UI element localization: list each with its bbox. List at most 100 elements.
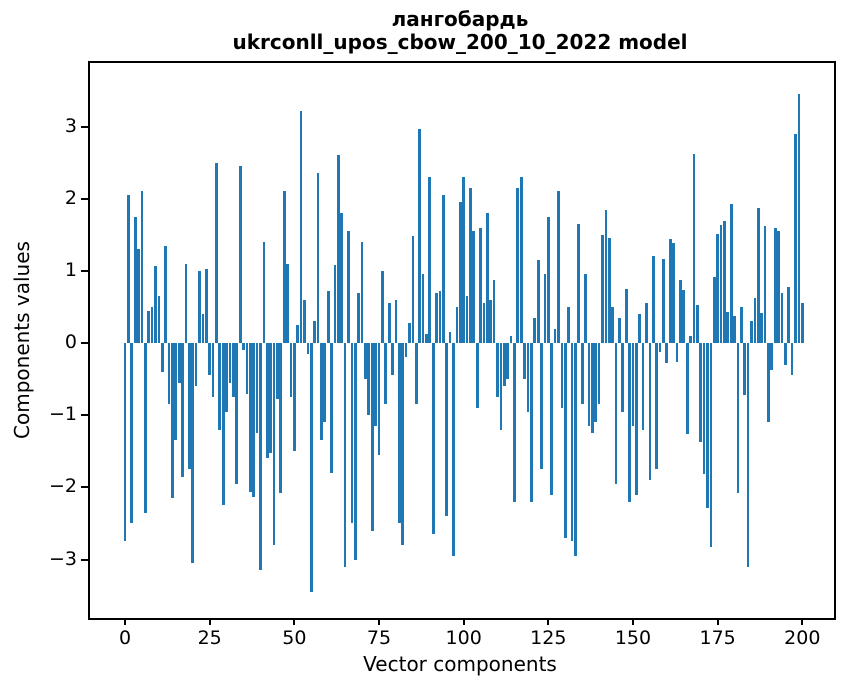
bar <box>648 343 652 481</box>
bar <box>614 343 618 484</box>
bar <box>482 303 486 344</box>
bar <box>448 332 452 343</box>
bar <box>624 288 628 344</box>
bar <box>215 162 218 344</box>
bar <box>574 343 577 556</box>
bar <box>621 343 625 412</box>
bar <box>797 94 801 344</box>
bar <box>164 245 167 344</box>
bar <box>662 259 665 344</box>
bar <box>750 321 753 343</box>
bar <box>777 231 780 344</box>
bar <box>533 317 537 344</box>
bar <box>516 187 520 343</box>
bar <box>597 343 601 405</box>
bar <box>519 177 523 343</box>
bar <box>292 343 296 452</box>
bar <box>682 289 686 344</box>
bar <box>706 343 709 509</box>
bar <box>723 221 726 344</box>
y-axis-label: Components values <box>10 241 34 439</box>
bar <box>469 187 472 343</box>
bar <box>201 314 205 344</box>
bar <box>584 274 587 344</box>
bar <box>712 277 716 344</box>
bar <box>438 291 442 343</box>
bar <box>607 238 611 344</box>
bar <box>526 343 530 412</box>
chart-title-line2: ukrconll_upos_cbow_200_10_2022 model <box>232 30 688 54</box>
bar <box>672 242 675 344</box>
bar <box>326 291 330 343</box>
bar <box>364 343 367 380</box>
bar <box>753 298 757 343</box>
y-tick-mark <box>81 269 88 272</box>
bar <box>157 296 161 344</box>
bar <box>800 303 804 344</box>
bar <box>343 343 347 567</box>
x-tick-mark <box>293 618 296 625</box>
bar <box>540 343 543 470</box>
bar <box>645 303 648 344</box>
bar <box>259 343 262 571</box>
bar <box>306 343 310 354</box>
x-tick-mark <box>377 618 380 625</box>
bar <box>350 343 354 524</box>
bar <box>255 343 259 434</box>
bar <box>160 343 164 372</box>
bar <box>252 343 256 497</box>
bar <box>685 343 689 434</box>
bar <box>695 304 699 344</box>
bar <box>784 343 787 365</box>
bar <box>509 335 513 343</box>
x-tick-label: 75 <box>366 627 392 649</box>
bar <box>425 334 428 344</box>
bar <box>496 343 499 398</box>
bar <box>269 343 272 454</box>
bar <box>590 343 594 434</box>
bar <box>150 306 154 344</box>
bar <box>272 343 276 546</box>
y-tick-label: 3 <box>64 114 77 137</box>
bar <box>130 343 134 524</box>
bar <box>387 303 391 344</box>
bar <box>499 343 503 430</box>
bar <box>580 343 584 405</box>
bar <box>604 209 608 344</box>
bar <box>756 208 760 344</box>
bar <box>208 343 212 376</box>
bar <box>455 306 459 344</box>
x-tick-mark <box>801 618 804 625</box>
bar <box>414 343 418 405</box>
bar <box>323 343 327 423</box>
bar <box>628 343 631 502</box>
bar <box>780 292 784 344</box>
y-tick-label: 0 <box>64 331 77 354</box>
y-tick-label: −3 <box>48 547 77 570</box>
bar <box>441 195 445 343</box>
bar <box>174 343 178 441</box>
bar <box>536 260 540 343</box>
x-tick-label: 125 <box>530 627 567 649</box>
bar <box>773 227 777 344</box>
bar <box>486 213 489 344</box>
x-tick-mark <box>631 618 634 625</box>
x-tick-label: 150 <box>614 627 652 649</box>
bar <box>377 343 381 455</box>
y-tick-label: −1 <box>48 403 77 426</box>
bar <box>577 223 581 344</box>
bar <box>225 343 228 412</box>
bar <box>726 311 730 344</box>
y-tick-mark <box>81 342 88 345</box>
x-tick-label: 200 <box>784 627 821 649</box>
bar <box>587 343 591 426</box>
bar <box>431 343 435 535</box>
bar <box>563 343 567 538</box>
bar <box>530 343 533 502</box>
bar <box>171 343 174 499</box>
bar <box>570 343 574 542</box>
bar <box>719 225 723 343</box>
bar <box>299 110 303 344</box>
bar <box>668 239 672 344</box>
